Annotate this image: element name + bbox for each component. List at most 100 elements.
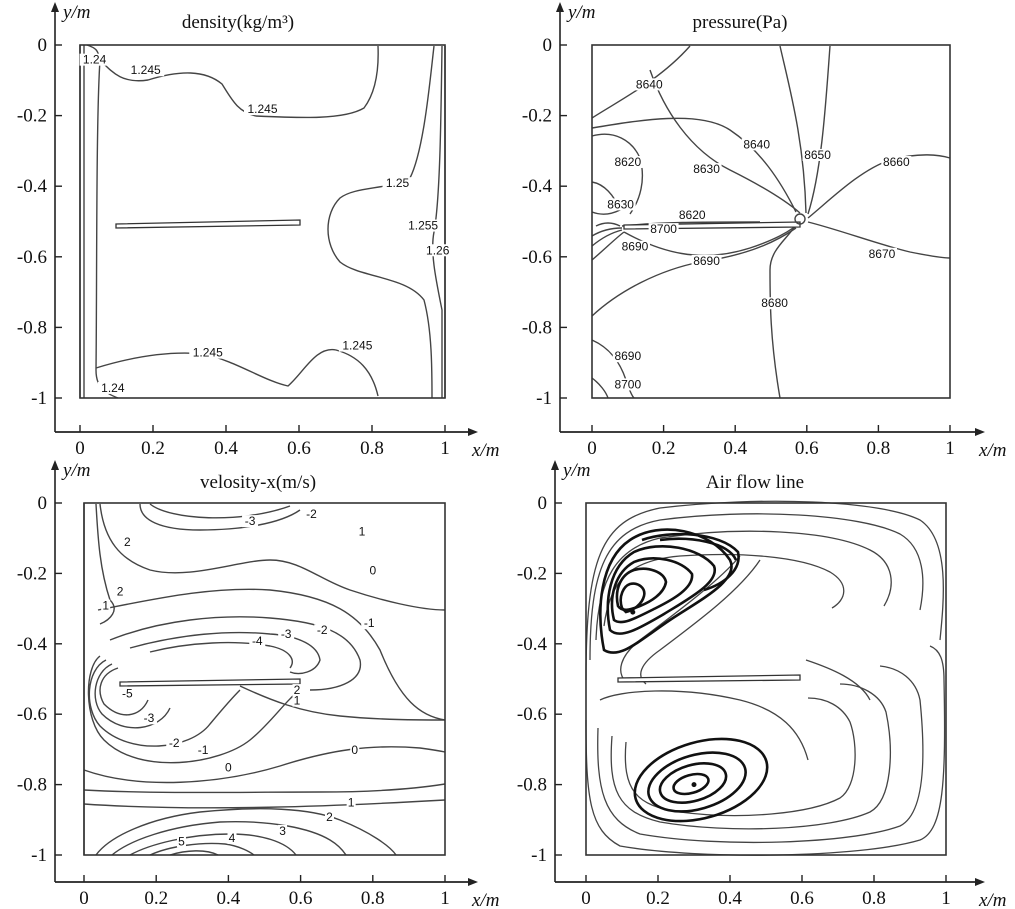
velocity-contour-label-bg xyxy=(368,564,378,577)
pressure-contour-label: 8630 xyxy=(607,197,634,211)
pressure-contour-label-bg xyxy=(759,297,790,310)
velocity-contour-label: 3 xyxy=(279,824,286,838)
pressure-contour-label-bg xyxy=(605,198,636,211)
density-y-tick-label: -0.6 xyxy=(17,247,47,268)
airflow-title: Air flow line xyxy=(706,472,804,493)
pressure-frame xyxy=(591,44,951,399)
velocity-contour-label-bg xyxy=(292,694,302,707)
density-contour-label-bg xyxy=(97,381,128,394)
airflow-x-tick-label: 0 xyxy=(581,888,591,909)
airflow-plate xyxy=(617,674,801,683)
pressure-y-tick-label: -0.8 xyxy=(522,317,552,338)
velocity-contour-label: 1 xyxy=(294,694,301,708)
velocity-contour-label: 1 xyxy=(359,525,366,539)
pressure-contour-label-bg xyxy=(612,378,643,391)
density-contour-label: 1.24 xyxy=(83,53,107,67)
airflow-vortices xyxy=(599,528,769,823)
velocity-axes: x/m y/m 0 0.2 0.4 0.6 0.8 1 0 -0.2 -0.4 -0.6 -0.8 -1 xyxy=(17,460,499,909)
velocity-x-tick-label: 0.2 xyxy=(144,888,168,909)
density-title: density(kg/m³) xyxy=(182,12,294,33)
airflow-x-tick-label: 0.6 xyxy=(790,888,814,909)
density-x-arrow xyxy=(468,428,478,436)
pressure-y-tick-label: -0.6 xyxy=(522,247,552,268)
density-y-tick-label: -0.4 xyxy=(17,176,48,197)
airflow-x-tick-label: 0.8 xyxy=(862,888,886,909)
velocity-contour-label-bg xyxy=(119,687,136,700)
density-contour-label-bg xyxy=(404,219,442,232)
airflow-x-tick-label: 1 xyxy=(941,888,951,909)
pressure-y-tick-label: -1 xyxy=(536,388,552,409)
density-y-tick-label: -0.8 xyxy=(17,317,47,338)
velocity-contour-label-bg xyxy=(278,824,288,837)
density-frame xyxy=(79,44,446,399)
pressure-contour-label: 8640 xyxy=(743,137,770,151)
density-contour-label-bg xyxy=(189,346,227,359)
velocity-contour-label: 2 xyxy=(117,585,124,599)
velocity-contours xyxy=(83,503,446,856)
density-contour-labels: 1.24 1.245 1.245 1.25 1.255 1.26 1.245 1.245 1.2… xyxy=(79,53,453,395)
velocity-y-tick-label: -0.6 xyxy=(17,704,47,725)
velocity-contour-label: 5 xyxy=(178,834,185,848)
velocity-contour-label: -1 xyxy=(198,743,209,757)
airflow-x-label: x/m xyxy=(978,890,1006,909)
vortex-center xyxy=(630,609,636,615)
velocity-contour-label-bg xyxy=(101,599,111,612)
pressure-contour-label-bg xyxy=(691,163,722,176)
velocity-x-tick-label: 0.4 xyxy=(217,888,241,909)
density-contour-label: 1.26 xyxy=(426,243,450,257)
velocity-contour-label: -2 xyxy=(169,736,180,750)
velocity-contour-label: 0 xyxy=(225,761,232,775)
density-x-label: x/m xyxy=(471,440,499,461)
velocity-contour-label-bg xyxy=(140,712,157,725)
velocity-x-tick-label: 0 xyxy=(79,888,89,909)
airflow-vortex-centers xyxy=(630,609,697,788)
velocity-contour-label-bg xyxy=(324,810,334,823)
pressure-contour-label: 8680 xyxy=(761,296,788,310)
velocity-contour-label-bg xyxy=(314,624,331,637)
airflow-axes: x/m y/m 0 0.2 0.4 0.6 0.8 1 0 -0.2 -0.4 -0.6 -0.8 -1 xyxy=(517,460,1006,909)
velocity-y-tick-label: -0.4 xyxy=(17,634,48,655)
velocity-contour-label-bg xyxy=(278,627,295,640)
pressure-x-tick-label: 0 xyxy=(587,438,597,459)
velocity-x-tick-label: 1 xyxy=(440,888,450,909)
pressure-contour-label: 8700 xyxy=(650,222,677,236)
density-contour-label-bg xyxy=(127,64,165,77)
velocity-contour-label: -3 xyxy=(245,514,256,528)
density-x-tick-label: 0.6 xyxy=(287,438,311,459)
velocity-x-tick-label: 0.8 xyxy=(361,888,385,909)
pressure-contour-label: 8670 xyxy=(869,247,896,261)
velocity-title: velosity-x(m/s) xyxy=(200,472,316,493)
density-contour-label: 1.245 xyxy=(131,63,161,77)
velocity-contour-label-bg xyxy=(303,508,320,521)
density-y-tick-label: -0.2 xyxy=(17,106,47,127)
airflow-y-tick-label: -1 xyxy=(531,845,547,866)
airflow-streamlines xyxy=(585,500,946,856)
pressure-contour-label-bg xyxy=(881,156,912,169)
velocity-y-tick-label: 0 xyxy=(38,493,48,514)
velocity-y-tick-label: -0.2 xyxy=(17,563,47,584)
pressure-contour-label: 8690 xyxy=(693,254,720,268)
pressure-x-tick-label: 0.4 xyxy=(723,438,747,459)
density-contour-label-bg xyxy=(382,177,413,190)
velocity-contour-label-bg xyxy=(350,743,360,756)
density-contour-label: 1.255 xyxy=(408,219,438,233)
velocity-frame xyxy=(83,502,446,856)
airflow-y-label: y/m xyxy=(561,460,590,481)
velocity-contour-label: 1 xyxy=(348,796,355,810)
velocity-contour-label: -3 xyxy=(281,627,292,641)
velocity-x-tick-label: 0.6 xyxy=(289,888,313,909)
velocity-y-arrow xyxy=(51,460,59,470)
airflow-x-tick-label: 0.4 xyxy=(718,888,742,909)
pressure-contour-label: 8620 xyxy=(614,155,641,169)
density-y-tick-label: -1 xyxy=(31,388,47,409)
density-panel: density(kg/m³) x/m y/m 0 0.2 0.4 0.6 0.8 1 0 -0.2… xyxy=(17,2,499,461)
density-y-arrow xyxy=(51,2,59,12)
airflow-panel: Air flow line xyxy=(517,460,1006,909)
velocity-y-tick-label: -1 xyxy=(31,845,47,866)
velocity-contour-label: 0 xyxy=(351,743,358,757)
velocity-contour-label: 4 xyxy=(229,831,236,845)
pressure-contour-label: 8640 xyxy=(636,77,663,91)
velocity-contour-label-bg xyxy=(361,617,378,630)
velocity-contour-label-bg xyxy=(227,831,237,844)
airflow-frame xyxy=(585,502,947,856)
